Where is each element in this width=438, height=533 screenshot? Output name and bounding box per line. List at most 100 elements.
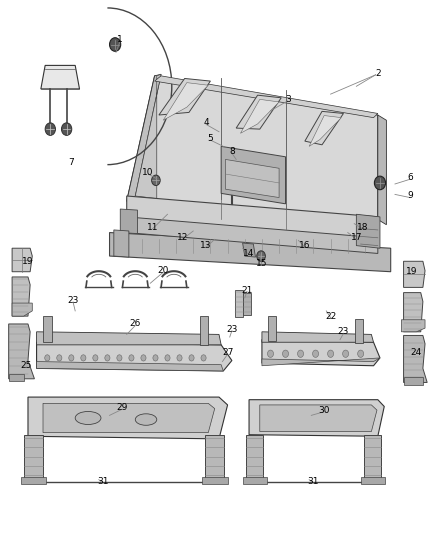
Circle shape — [141, 355, 146, 361]
Circle shape — [358, 350, 364, 358]
Circle shape — [177, 355, 182, 361]
Text: 12: 12 — [177, 233, 188, 243]
Circle shape — [105, 355, 110, 361]
Circle shape — [57, 355, 62, 361]
Polygon shape — [262, 332, 374, 342]
Polygon shape — [260, 405, 377, 432]
Circle shape — [328, 350, 334, 358]
Text: 17: 17 — [350, 233, 362, 243]
Polygon shape — [12, 248, 32, 272]
Polygon shape — [243, 293, 251, 314]
Text: 19: 19 — [406, 267, 418, 276]
Circle shape — [61, 123, 72, 135]
Polygon shape — [246, 435, 263, 481]
Circle shape — [110, 38, 121, 51]
Circle shape — [45, 355, 50, 361]
Circle shape — [153, 355, 158, 361]
Polygon shape — [356, 319, 363, 343]
Polygon shape — [41, 66, 79, 89]
Text: 25: 25 — [20, 361, 32, 370]
Text: 13: 13 — [200, 241, 212, 250]
Circle shape — [165, 355, 170, 361]
Text: 23: 23 — [226, 325, 237, 334]
Polygon shape — [243, 243, 255, 257]
Circle shape — [129, 355, 134, 361]
Polygon shape — [360, 477, 385, 484]
Polygon shape — [36, 332, 221, 345]
Text: 30: 30 — [318, 406, 330, 415]
Circle shape — [45, 123, 56, 135]
Polygon shape — [403, 335, 427, 383]
Text: 26: 26 — [130, 319, 141, 328]
Polygon shape — [403, 261, 425, 287]
Polygon shape — [401, 320, 425, 332]
Polygon shape — [155, 76, 378, 118]
Polygon shape — [235, 290, 243, 317]
Circle shape — [257, 251, 265, 261]
Polygon shape — [403, 293, 423, 332]
Polygon shape — [305, 111, 343, 145]
Polygon shape — [357, 214, 380, 248]
Text: 19: 19 — [22, 257, 34, 266]
Polygon shape — [226, 159, 279, 198]
Circle shape — [81, 355, 86, 361]
Polygon shape — [9, 324, 35, 379]
Polygon shape — [127, 217, 378, 254]
Text: 1: 1 — [117, 35, 123, 44]
Polygon shape — [249, 400, 384, 436]
Polygon shape — [309, 116, 341, 147]
Polygon shape — [240, 99, 279, 133]
Polygon shape — [243, 477, 267, 484]
Polygon shape — [159, 78, 210, 115]
Text: 21: 21 — [241, 286, 253, 295]
Text: 7: 7 — [68, 158, 74, 166]
Polygon shape — [268, 316, 276, 341]
Polygon shape — [378, 115, 386, 225]
Polygon shape — [127, 196, 378, 243]
Circle shape — [374, 176, 385, 190]
Text: 24: 24 — [411, 348, 422, 357]
Polygon shape — [21, 477, 46, 484]
Circle shape — [313, 350, 318, 358]
Text: 27: 27 — [222, 348, 233, 357]
Polygon shape — [364, 435, 381, 481]
Polygon shape — [127, 76, 378, 220]
Polygon shape — [236, 95, 281, 129]
Polygon shape — [205, 435, 224, 481]
Polygon shape — [262, 340, 380, 366]
Polygon shape — [262, 358, 380, 366]
Text: 8: 8 — [229, 147, 235, 156]
Circle shape — [69, 355, 74, 361]
Text: 23: 23 — [338, 327, 349, 336]
Circle shape — [189, 355, 194, 361]
Polygon shape — [163, 83, 208, 120]
Circle shape — [152, 175, 160, 185]
Text: 2: 2 — [375, 69, 381, 78]
Ellipse shape — [75, 411, 101, 424]
Text: 31: 31 — [307, 477, 319, 486]
Polygon shape — [114, 230, 129, 257]
Polygon shape — [120, 209, 138, 233]
Polygon shape — [135, 74, 161, 199]
Circle shape — [201, 355, 206, 361]
Text: 5: 5 — [208, 134, 213, 143]
Circle shape — [283, 350, 289, 358]
Polygon shape — [127, 74, 161, 201]
Polygon shape — [24, 435, 43, 481]
Text: 22: 22 — [325, 312, 336, 321]
Polygon shape — [12, 303, 32, 316]
Text: 23: 23 — [67, 296, 79, 305]
Text: 18: 18 — [357, 223, 368, 232]
Ellipse shape — [135, 414, 157, 425]
Polygon shape — [221, 147, 286, 204]
Polygon shape — [9, 374, 24, 382]
Polygon shape — [110, 232, 391, 272]
Text: 15: 15 — [256, 260, 268, 269]
Text: 11: 11 — [147, 223, 158, 232]
Circle shape — [93, 355, 98, 361]
Text: 16: 16 — [299, 241, 311, 250]
Text: 20: 20 — [158, 266, 169, 275]
Polygon shape — [43, 316, 52, 342]
Polygon shape — [200, 316, 208, 345]
Text: 6: 6 — [407, 173, 413, 182]
